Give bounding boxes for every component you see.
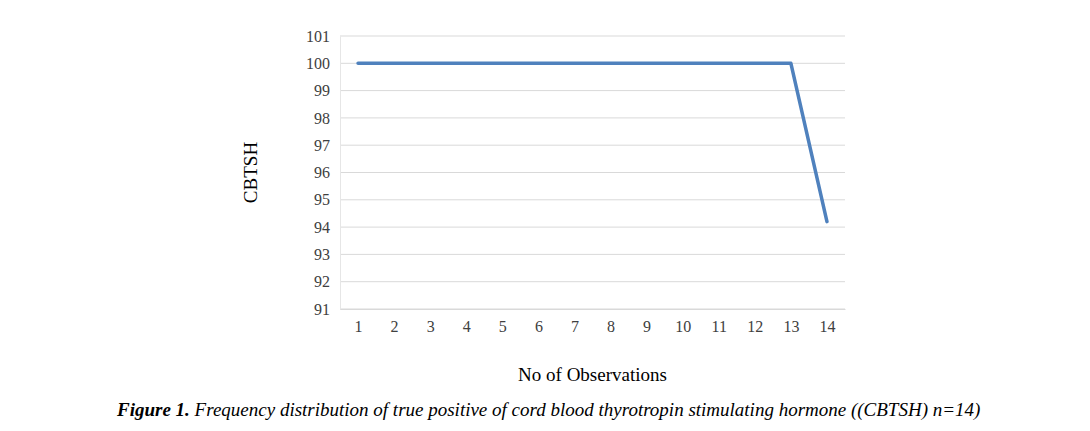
- grid-line: [340, 36, 845, 37]
- x-tick: 7: [571, 309, 579, 335]
- x-tick: 6: [535, 309, 543, 335]
- x-tick: 3: [427, 309, 435, 335]
- y-tick-label: 91: [314, 301, 330, 318]
- x-tick-label: 5: [499, 318, 507, 335]
- y-tick-label: 95: [314, 191, 330, 208]
- y-tick: 99: [314, 82, 340, 99]
- x-tick-label: 6: [535, 318, 543, 335]
- x-tick: 9: [643, 309, 651, 335]
- x-tick-label: 12: [747, 318, 763, 335]
- grid-line: [340, 172, 845, 173]
- y-tick-label: 93: [314, 246, 330, 263]
- x-axis: 1234567891011121314: [341, 309, 846, 335]
- x-tick-label: 2: [391, 318, 399, 335]
- y-tick-label: 98: [314, 110, 330, 127]
- grid-line: [340, 254, 845, 255]
- grid-line: [340, 145, 845, 146]
- grid-line: [340, 90, 845, 91]
- y-axis: 91 92 93 94 95 96 97 98 99 100 101: [306, 28, 341, 318]
- grid: [340, 36, 845, 309]
- data-line: [358, 63, 827, 221]
- x-tick-label: 3: [427, 318, 435, 335]
- x-tick: 13: [783, 309, 799, 335]
- y-tick-label: 101: [306, 28, 330, 45]
- x-tick-label: 9: [643, 318, 651, 335]
- y-tick: 98: [314, 110, 340, 127]
- x-tick: 4: [463, 309, 471, 335]
- y-tick-label: 100: [306, 55, 330, 72]
- x-tick-label: 13: [783, 318, 799, 335]
- y-tick-label: 96: [314, 164, 330, 181]
- x-tick: 5: [499, 309, 507, 335]
- x-tick-label: 4: [463, 318, 471, 335]
- y-tick: 93: [314, 246, 340, 263]
- x-axis-title: No of Observations: [518, 364, 667, 385]
- y-tick-label: 92: [314, 273, 330, 290]
- x-tick-label: 1: [355, 318, 363, 335]
- grid-line: [340, 117, 845, 118]
- x-tick: 1: [355, 309, 363, 335]
- y-tick: 92: [314, 273, 340, 290]
- y-axis-title: CBTSH: [240, 142, 261, 204]
- grid-line: [340, 199, 845, 200]
- x-tick: 12: [747, 309, 763, 335]
- y-axis-line: [340, 37, 341, 310]
- x-tick-label: 11: [712, 318, 727, 335]
- grid-line: [340, 281, 845, 282]
- y-tick-label: 97: [314, 137, 330, 154]
- x-tick: 2: [391, 309, 399, 335]
- x-tick: 8: [607, 309, 615, 335]
- x-axis-line: [341, 309, 846, 310]
- y-tick: 91: [314, 301, 340, 318]
- y-tick: 97: [314, 137, 340, 154]
- x-tick: 14: [819, 309, 835, 335]
- y-tick: 95: [314, 191, 340, 208]
- chart: 9192939495969798991001011234567891011121…: [0, 0, 1090, 431]
- series: [358, 63, 827, 221]
- x-tick: 11: [712, 309, 727, 335]
- x-tick: 10: [675, 309, 691, 335]
- y-tick-label: 94: [314, 219, 330, 236]
- grid-line: [340, 227, 845, 228]
- x-tick-label: 10: [675, 318, 691, 335]
- x-tick-label: 8: [607, 318, 615, 335]
- x-tick-label: 14: [819, 318, 835, 335]
- y-tick: 100: [306, 55, 340, 72]
- y-tick-label: 99: [314, 82, 330, 99]
- y-tick: 96: [314, 164, 340, 181]
- title: Figure 1. Frequency distribution of true…: [116, 399, 980, 421]
- y-tick: 101: [306, 28, 340, 45]
- grid-line: [340, 309, 845, 310]
- x-tick-label: 7: [571, 318, 579, 335]
- y-tick: 94: [314, 219, 340, 236]
